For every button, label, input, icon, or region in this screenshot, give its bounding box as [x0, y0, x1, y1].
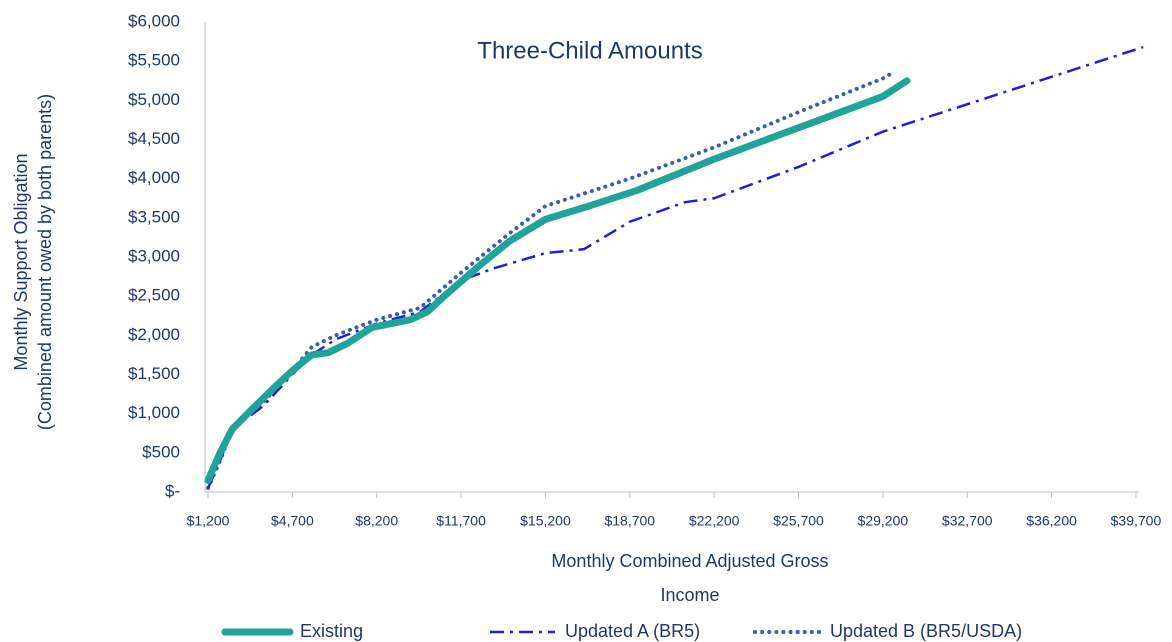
legend-label: Updated B (BR5/USDA): [830, 621, 1022, 641]
x-tick-label: $11,700: [436, 513, 486, 529]
x-tick-label: $15,200: [520, 513, 571, 529]
y-tick-label: $2,000: [128, 325, 180, 344]
x-tick-label: $32,700: [942, 513, 993, 529]
y-tick-label: $2,500: [128, 286, 180, 305]
x-tick-label: $29,200: [858, 513, 909, 529]
y-tick-label: $1,000: [128, 403, 180, 422]
x-tick-label: $22,200: [689, 513, 740, 529]
y-tick-label: $1,500: [128, 364, 180, 383]
y-tick-label: $4,000: [128, 168, 180, 187]
x-tick-label: $18,700: [604, 513, 655, 529]
x-tick-label: $1,200: [187, 513, 230, 529]
y-tick-label: $-: [165, 481, 180, 500]
y-tick-label: $5,000: [128, 90, 180, 109]
chart-title: Three-Child Amounts: [477, 37, 702, 64]
y-tick-label: $4,500: [128, 129, 180, 148]
x-tick-label: $25,700: [773, 513, 824, 529]
y-axis-title: (Combined amount owed by both parents): [35, 94, 55, 430]
x-axis-title: Income: [660, 585, 719, 605]
series-line: [204, 77, 911, 484]
y-tick-label: $6,000: [128, 11, 180, 30]
legend-label: Existing: [300, 621, 363, 641]
y-tick-label: $3,000: [128, 246, 180, 265]
y-tick-label: $3,500: [128, 207, 180, 226]
x-axis-title: Monthly Combined Adjusted Gross: [551, 551, 828, 571]
y-tick-label: $500: [142, 442, 180, 461]
x-tick-label: $8,200: [355, 513, 398, 529]
x-tick-label: $39,700: [1111, 513, 1162, 529]
legend-label: Updated A (BR5): [565, 621, 700, 641]
series-line: [206, 70, 895, 491]
y-tick-label: $5,500: [128, 51, 180, 70]
x-tick-label: $4,700: [271, 513, 314, 529]
series-line: [206, 45, 1144, 489]
y-axis-title: Monthly Support Obligation: [11, 153, 31, 370]
x-tick-label: $36,200: [1026, 513, 1077, 529]
